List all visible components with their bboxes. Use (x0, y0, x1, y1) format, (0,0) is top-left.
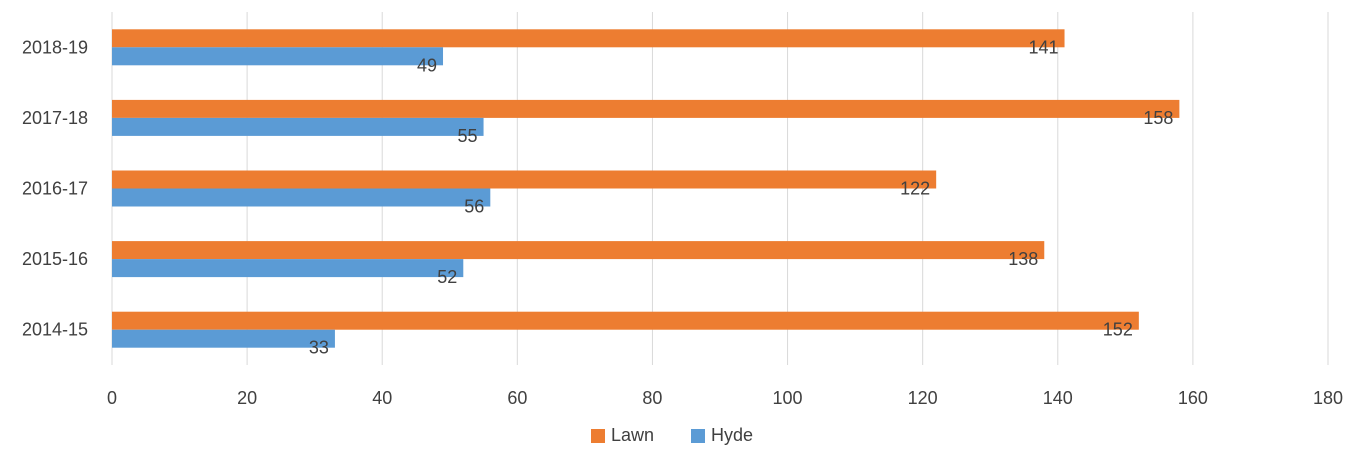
y-tick-label: 2017-18 (22, 108, 88, 128)
legend-swatch-lawn (591, 429, 605, 443)
data-label: 55 (458, 126, 478, 146)
data-label: 49 (417, 55, 437, 75)
bar-lawn (112, 29, 1065, 48)
bar-lawn (112, 311, 1139, 330)
x-tick-label: 160 (1178, 388, 1208, 408)
y-tick-label: 2014-15 (22, 320, 88, 340)
x-axis: 0 20 40 60 80 100 120 140 160 180 (107, 388, 1343, 408)
bar-hyde (112, 117, 484, 136)
bar-lawn (112, 170, 937, 189)
bar-hyde (112, 47, 444, 66)
data-label: 122 (900, 179, 930, 199)
bar-hyde (112, 188, 491, 207)
x-tick-label: 80 (642, 388, 662, 408)
bar-hyde (112, 259, 464, 278)
data-label: 52 (437, 267, 457, 287)
bar-lawn (112, 99, 1180, 118)
data-label: 141 (1028, 37, 1058, 57)
y-tick-label: 2015-16 (22, 249, 88, 269)
y-axis: 2014-15 2015-16 2016-17 2017-18 2018-19 (22, 37, 88, 339)
legend-label: Lawn (611, 425, 654, 445)
x-tick-label: 140 (1043, 388, 1073, 408)
y-tick-label: 2016-17 (22, 179, 88, 199)
legend-label: Hyde (711, 425, 753, 445)
x-tick-label: 60 (507, 388, 527, 408)
legend-swatch-hyde (691, 429, 705, 443)
data-label: 158 (1143, 108, 1173, 128)
x-tick-label: 0 (107, 388, 117, 408)
bar-hyde (112, 329, 335, 348)
data-label: 33 (309, 338, 329, 358)
x-tick-label: 20 (237, 388, 257, 408)
x-tick-label: 40 (372, 388, 392, 408)
data-label: 138 (1008, 249, 1038, 269)
bars (112, 29, 1180, 348)
bar-lawn (112, 241, 1045, 260)
x-tick-label: 180 (1313, 388, 1343, 408)
data-labels: 152 33 138 52 122 56 158 55 141 49 (309, 37, 1173, 357)
x-tick-label: 100 (773, 388, 803, 408)
data-label: 56 (464, 197, 484, 217)
y-tick-label: 2018-19 (22, 37, 88, 57)
data-label: 152 (1103, 320, 1133, 340)
x-tick-label: 120 (908, 388, 938, 408)
legend: Lawn Hyde (591, 425, 753, 445)
